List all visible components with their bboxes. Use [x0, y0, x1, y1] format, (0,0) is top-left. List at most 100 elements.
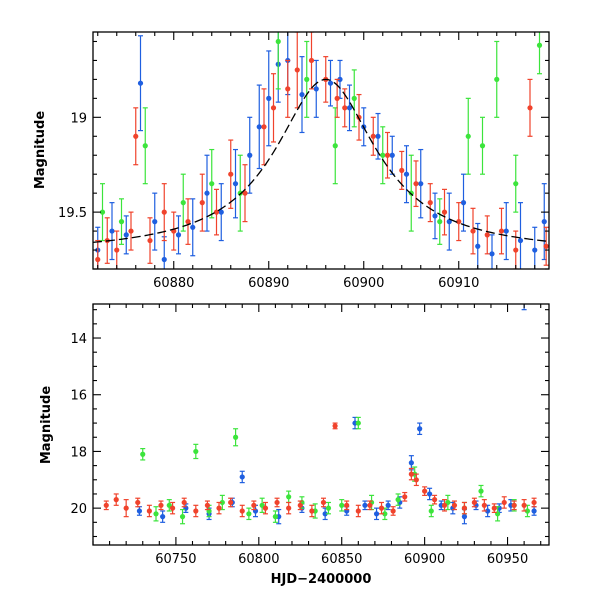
bottom-data-point: [135, 499, 141, 506]
bottom-data-point: [193, 508, 199, 514]
bottom-data-point: [395, 497, 401, 503]
top-data-point: [536, 42, 543, 48]
top-data-point: [232, 181, 239, 187]
top-data-point: [218, 209, 224, 215]
top-data-point: [313, 86, 319, 92]
top-data-point: [332, 143, 338, 149]
top-data-point: [270, 105, 277, 111]
bottom-data-point: [140, 451, 146, 457]
top-data-point: [299, 91, 305, 98]
top-data-point: [527, 105, 533, 111]
top-data-point: [199, 200, 205, 206]
top-data-point: [152, 219, 158, 225]
top-data-point: [346, 105, 353, 111]
top-ytick-label: 19.5: [58, 206, 87, 221]
top-data-point: [489, 251, 495, 257]
bottom-data-point: [521, 502, 527, 508]
bottom-data-point: [461, 505, 468, 511]
bottom-data-point: [531, 499, 537, 506]
bottom-data-point: [113, 497, 119, 503]
top-data-point: [484, 232, 490, 238]
top-data-point: [437, 219, 443, 225]
top-data-point: [247, 152, 253, 158]
bottom-data-point: [219, 499, 225, 506]
bottom-data-point: [478, 488, 484, 494]
top-data-point: [389, 152, 395, 158]
top-data-point: [128, 228, 134, 234]
bottom-data-point: [431, 497, 438, 503]
top-data-point: [213, 209, 220, 215]
top-data-point: [275, 38, 281, 45]
top-plot-area: [93, 32, 549, 269]
bottom-xtick-label: 60750: [155, 552, 196, 567]
bottom-data-point: [103, 502, 109, 508]
bottom-data-point: [362, 502, 368, 508]
bottom-data-point: [322, 511, 328, 517]
bottom-data-point: [427, 491, 433, 497]
top-data-point: [441, 209, 448, 215]
bottom-data-point: [297, 502, 303, 508]
bottom-data-point: [136, 508, 143, 514]
bottom-data-point: [485, 508, 491, 514]
top-data-point: [256, 124, 262, 130]
top-data-point: [327, 80, 334, 86]
top-data-point: [475, 243, 481, 249]
top-data-point: [427, 200, 433, 206]
top-data-point: [513, 181, 519, 187]
top-data-point: [261, 124, 267, 130]
bottom-xtick-label: 60850: [321, 552, 362, 567]
bottom-data-point: [272, 514, 278, 520]
bottom-data-point: [216, 505, 222, 511]
top-data-point: [351, 95, 357, 101]
top-data-point: [399, 167, 405, 174]
top-data-point: [380, 152, 386, 158]
bottom-data-point: [491, 505, 497, 511]
bottom-data-point: [531, 508, 537, 514]
bottom-data-point: [451, 502, 458, 508]
bottom-data-point: [158, 502, 164, 508]
top-data-point: [133, 133, 139, 139]
top-data-point: [479, 143, 486, 149]
top-data-point: [418, 181, 424, 187]
bottom-xtick-label: 60900: [404, 552, 445, 567]
top-data-point: [99, 209, 106, 215]
top-data-point: [465, 133, 471, 139]
top-data-point: [228, 171, 234, 177]
bottom-panel-full-light-curve: Magnitude HJD−2400000 60750 60800 60850 609…: [39, 303, 550, 587]
top-data-point: [285, 86, 291, 92]
bottom-data-point: [204, 502, 211, 508]
top-data-point: [513, 247, 519, 253]
bottom-data-point: [461, 514, 468, 520]
top-data-point: [337, 76, 343, 82]
bottom-data-point: [169, 505, 176, 511]
top-data-point: [494, 76, 500, 82]
top-data-point: [432, 213, 438, 219]
top-data-point: [118, 219, 125, 225]
bottom-data-point: [286, 494, 292, 500]
top-xtick-label: 60890: [248, 276, 289, 291]
bottom-data-point: [378, 505, 385, 511]
bottom-data-point: [193, 448, 199, 455]
bottom-panel-ylabel: Magnitude: [39, 386, 54, 465]
top-data-point: [209, 181, 215, 187]
top-data-point: [460, 200, 467, 206]
top-xtick-label: 60900: [343, 276, 384, 291]
top-data-point: [266, 95, 272, 101]
top-data-point: [456, 219, 462, 225]
top-panel-zoom-light-curve: Magnitude 60880 60890 60900 60910 19 19.5: [33, 31, 550, 291]
bottom-data-point: [123, 505, 129, 511]
bottom-data-point: [511, 502, 517, 508]
top-xtick-label: 60910: [438, 276, 479, 291]
bottom-data-point: [160, 514, 166, 520]
bottom-data-point: [367, 502, 373, 508]
bottom-data-point: [246, 511, 252, 517]
top-data-point: [242, 190, 248, 196]
bottom-data-point: [428, 508, 434, 514]
bottom-series-2: [103, 422, 537, 518]
bottom-data-point: [481, 502, 487, 508]
bottom-data-point: [355, 420, 361, 426]
top-data-point: [532, 247, 538, 253]
bottom-data-point: [179, 514, 186, 520]
bottom-data-point: [239, 508, 245, 514]
